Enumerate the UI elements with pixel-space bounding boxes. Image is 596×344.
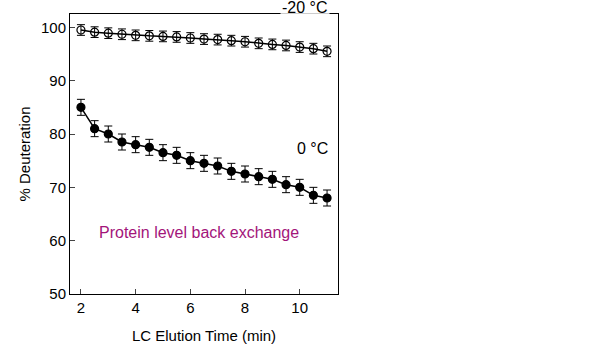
svg-text:90: 90 xyxy=(49,72,66,89)
svg-text:50: 50 xyxy=(49,285,66,302)
svg-text:8: 8 xyxy=(241,299,249,316)
svg-text:% Deuteration: % Deuteration xyxy=(16,106,33,201)
svg-text:0 °C: 0 °C xyxy=(297,140,328,157)
svg-text:10: 10 xyxy=(291,299,308,316)
svg-text:60: 60 xyxy=(49,232,66,249)
svg-text:Protein level back exchange: Protein level back exchange xyxy=(99,224,299,241)
svg-text:70: 70 xyxy=(49,179,66,196)
svg-text:6: 6 xyxy=(186,299,194,316)
svg-text:80: 80 xyxy=(49,125,66,142)
svg-text:4: 4 xyxy=(131,299,139,316)
svg-text:LC Elution Time (min): LC Elution Time (min) xyxy=(132,327,276,344)
svg-text:100: 100 xyxy=(41,19,66,36)
svg-text:-20 °C: -20 °C xyxy=(282,0,328,16)
svg-text:2: 2 xyxy=(77,299,85,316)
